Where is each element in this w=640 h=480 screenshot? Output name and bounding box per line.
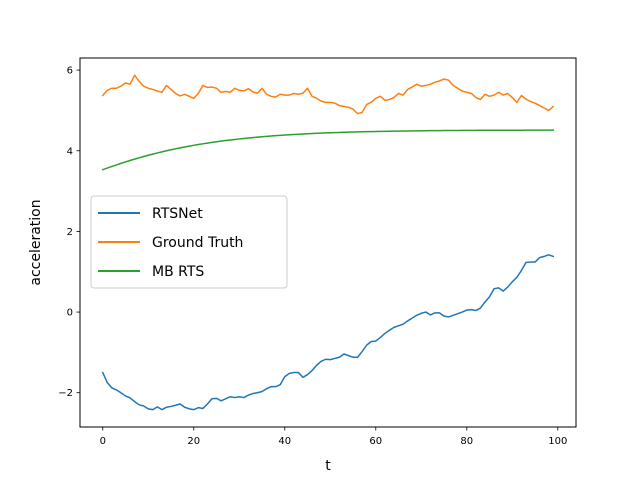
y-tick-label: 4: [67, 146, 73, 157]
y-tick-label: 2: [67, 227, 73, 238]
x-tick-label: 80: [460, 436, 473, 447]
x-tick-label: 40: [278, 436, 291, 447]
legend-entry-1: Ground Truth: [152, 235, 243, 251]
plot-lines: [101, 74, 555, 411]
y-axis-label: acceleration: [28, 199, 44, 285]
y-tick-label: 0: [67, 308, 73, 319]
series-line-2: [101, 129, 554, 171]
y-tick-label: 6: [67, 66, 73, 77]
series-line-1: [101, 74, 555, 115]
legend-entry-2: MB RTS: [152, 264, 204, 280]
series-line-0: [101, 254, 555, 411]
x-tick-label: 20: [187, 436, 200, 447]
y-axis-ticks: −2 0 2 4 6: [58, 66, 80, 399]
x-tick-label: 100: [548, 436, 567, 447]
legend-box: [90, 195, 288, 289]
plot-frame: [79, 57, 577, 428]
x-tick-label: 0: [100, 436, 106, 447]
y-tick-label: −2: [58, 388, 73, 399]
x-tick-label: 60: [369, 436, 382, 447]
legend: RTSNet Ground Truth MB RTS: [90, 195, 288, 289]
legend-entry-0: RTSNet: [152, 206, 203, 222]
x-axis-ticks: 0 20 40 60 80 100: [100, 427, 567, 447]
x-axis-label: t: [325, 458, 331, 474]
